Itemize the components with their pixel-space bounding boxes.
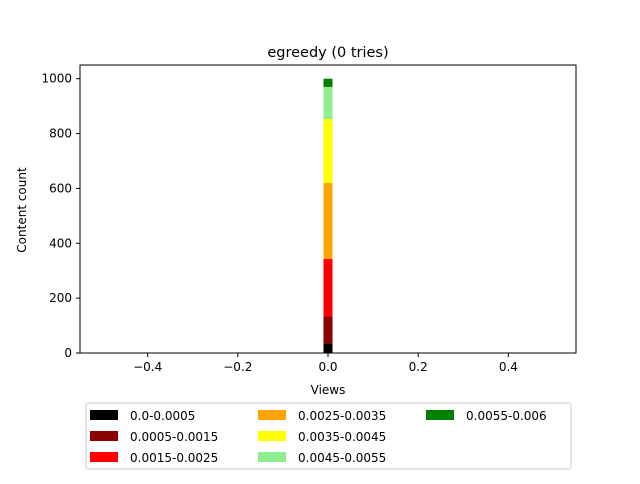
legend-label: 0.0-0.0005 xyxy=(130,409,195,423)
legend-label: 0.0015-0.0025 xyxy=(130,451,218,465)
x-tick-label: 0.2 xyxy=(409,360,428,374)
x-tick-label: 0.4 xyxy=(499,360,518,374)
x-ticks: −0.4 −0.2 0.0 0.2 0.4 xyxy=(133,353,518,374)
y-tick-label: 200 xyxy=(49,291,72,305)
legend-label: 0.0035-0.0045 xyxy=(298,430,386,444)
y-axis-label: Content count xyxy=(15,167,29,253)
bar-segment-0 xyxy=(323,343,333,353)
legend-swatch xyxy=(258,452,286,462)
y-ticks: 0 200 400 600 800 1000 xyxy=(41,72,80,360)
legend-label: 0.0055-0.006 xyxy=(466,409,547,423)
legend: 0.0-0.0005 0.0005-0.0015 0.0015-0.0025 0.00… xyxy=(85,402,572,470)
legend-swatch xyxy=(90,452,118,462)
y-tick-label: 400 xyxy=(49,236,72,250)
chart-title: egreedy (0 tries) xyxy=(267,45,388,61)
bar-segment-1 xyxy=(323,316,333,344)
legend-swatch xyxy=(258,410,286,420)
y-tick-label: 800 xyxy=(49,127,72,141)
y-tick-label: 0 xyxy=(64,346,72,360)
legend-label: 0.0005-0.0015 xyxy=(130,430,218,444)
bars-group xyxy=(323,78,333,353)
x-tick-label: 0.0 xyxy=(318,360,337,374)
legend-swatch xyxy=(90,431,118,441)
x-tick-label: −0.2 xyxy=(223,360,252,374)
y-tick-label: 600 xyxy=(49,181,72,195)
legend-swatch xyxy=(258,431,286,441)
x-axis-label: Views xyxy=(311,383,346,397)
bar-segment-5 xyxy=(323,86,333,120)
legend-swatch xyxy=(426,410,454,420)
legend-label: 0.0045-0.0055 xyxy=(298,451,386,465)
bar-segment-3 xyxy=(323,182,333,259)
legend-label: 0.0025-0.0035 xyxy=(298,409,386,423)
legend-swatch xyxy=(90,410,118,420)
y-tick-label: 1000 xyxy=(41,72,72,86)
x-tick-label: −0.4 xyxy=(133,360,162,374)
bar-segment-2 xyxy=(323,258,333,317)
plot-frame xyxy=(79,64,577,354)
bar-segment-6 xyxy=(323,78,333,87)
bar-segment-4 xyxy=(323,119,333,183)
